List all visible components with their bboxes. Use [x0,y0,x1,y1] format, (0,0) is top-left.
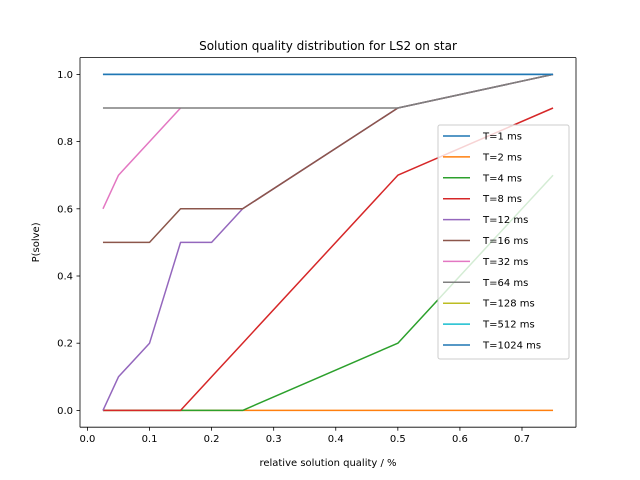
legend-label: T=1 ms [482,132,522,143]
legend-label: T=32 ms [482,257,528,268]
legend-label: T=64 ms [482,278,528,289]
y-axis-label: P(solve) [31,222,42,262]
x-tick-label: 0.7 [514,434,530,445]
legend-label: T=16 ms [482,236,528,247]
legend-label: T=512 ms [482,320,535,331]
legend-label: T=128 ms [482,299,535,310]
legend-label: T=8 ms [482,194,522,205]
legend-label: T=2 ms [482,152,522,163]
y-tick-label: 0.2 [57,339,73,350]
legend-label: T=12 ms [482,215,528,226]
legend-label: T=1024 ms [482,341,541,352]
legend: T=1 ms T=2 ms T=4 ms T=8 ms T=12 ms T=16 ms T=… [437,124,570,360]
chart-title: Solution quality distribution for LS2 on… [199,39,457,53]
x-tick-label: 0.5 [390,434,406,445]
y-tick-label: 0.0 [57,406,73,417]
axes-frame [79,57,577,428]
y-tick-label: 0.6 [57,204,73,215]
x-tick-label: 0.3 [266,434,282,445]
series-line-t-8-ms [102,107,554,412]
legend-items: T=1 ms T=2 ms T=4 ms T=8 ms T=12 ms T=16 ms T=… [443,132,541,352]
series-line-t-16-ms [102,73,554,244]
legend-frame [437,124,570,360]
series-line-t-32-ms [102,107,182,210]
y-tick-label: 1.0 [57,70,73,81]
x-tick-label: 0.1 [142,434,158,445]
series-line-t-64-ms [102,73,554,109]
y-axis-ticks: 0.0 0.2 0.4 0.6 0.8 1.0 [57,70,80,417]
x-tick-label: 0.2 [204,434,220,445]
legend-label: T=4 ms [482,173,522,184]
x-tick-label: 0.4 [328,434,344,445]
y-tick-label: 0.4 [57,272,73,283]
x-tick-label: 0.6 [452,434,468,445]
x-axis-ticks: 0.0 0.1 0.2 0.3 0.4 0.5 0.6 0.7 [79,427,530,445]
series-layer [102,73,554,412]
x-tick-label: 0.0 [79,434,95,445]
y-tick-label: 0.8 [57,137,73,148]
x-axis-label: relative solution quality / % [259,458,396,469]
